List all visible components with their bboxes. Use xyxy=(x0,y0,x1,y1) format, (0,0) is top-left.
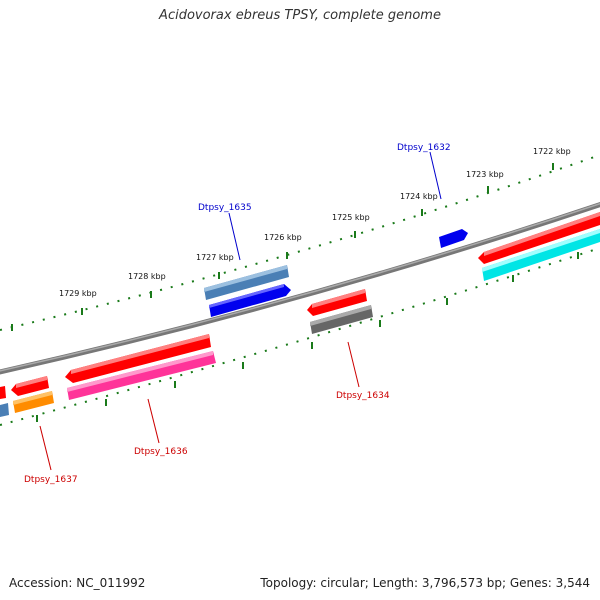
leader-line-1637 xyxy=(39,425,52,471)
gene-edge-steelblue[interactable] xyxy=(0,403,9,417)
scale-label-1722: 1722 kbp xyxy=(533,147,571,156)
inner-scale-dots xyxy=(0,247,600,426)
scale-label-1725: 1725 kbp xyxy=(332,213,370,222)
scale-label-1723: 1723 kbp xyxy=(466,170,504,179)
gene-label-1636[interactable]: Dtpsy_1636 xyxy=(134,447,188,457)
leader-line-1634 xyxy=(347,341,360,388)
inner-major-ticks xyxy=(36,252,579,422)
scale-label-1724: 1724 kbp xyxy=(400,192,438,201)
leader-line-1632 xyxy=(429,151,442,200)
gene-label-1637[interactable]: Dtpsy_1637 xyxy=(24,475,78,485)
topology-text: Topology: circular; Length: 3,796,573 bp… xyxy=(260,576,590,590)
outer-scale-dots xyxy=(0,154,600,331)
gene-edge-red[interactable] xyxy=(0,386,6,399)
scale-label-1727: 1727 kbp xyxy=(196,253,234,262)
gene-blue-arrow[interactable] xyxy=(209,284,291,317)
genome-backbone xyxy=(0,202,600,375)
outer-major-ticks xyxy=(11,163,554,331)
scale-label-1728: 1728 kbp xyxy=(128,272,166,281)
map-title: Acidovorax ebreus TPSY, complete genome xyxy=(159,8,441,23)
gene-label-1632[interactable]: Dtpsy_1632 xyxy=(397,143,451,153)
gene-dtpsy-1632[interactable] xyxy=(439,229,468,248)
gene-label-1635[interactable]: Dtpsy_1635 xyxy=(198,203,252,213)
leader-line-1636 xyxy=(147,398,160,444)
gene-label-1634[interactable]: Dtpsy_1634 xyxy=(336,391,390,401)
leader-line-1635 xyxy=(228,212,241,261)
scale-label-1726: 1726 kbp xyxy=(264,233,302,242)
accession-text: Accession: NC_011992 xyxy=(9,576,146,590)
scale-label-1729: 1729 kbp xyxy=(59,289,97,298)
